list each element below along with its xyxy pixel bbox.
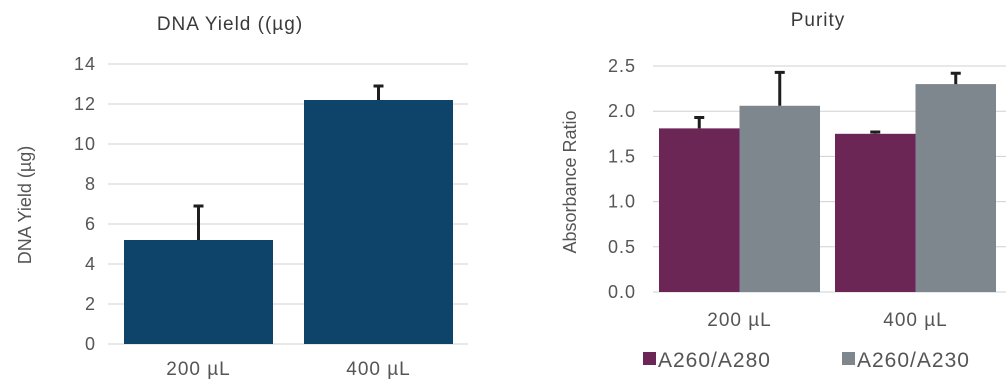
y-tick-labels: 0.0 0.5 1.0 1.5 2.0 2.5 — [608, 56, 636, 302]
legend: A260/A280 A260/A230 — [643, 349, 970, 372]
y-tick-label: 0 — [85, 334, 96, 354]
bar — [835, 133, 916, 292]
x-tick-label: 400 µL — [883, 310, 948, 331]
y-tick-label: 2.5 — [608, 56, 636, 76]
x-tick-labels: 200 µL 400 µL — [707, 310, 948, 331]
legend-label: A260/A230 — [857, 349, 970, 372]
bars — [124, 100, 453, 344]
bar — [124, 240, 273, 344]
purity-chart: Purity Absorbance Ratio 0.0 0.5 1.0 1.5 2.0 2… — [560, 10, 1006, 372]
legend-label: A260/A280 — [658, 349, 771, 372]
y-tick-label: 1.5 — [608, 146, 636, 166]
bars — [659, 84, 996, 292]
y-tick-label: 4 — [85, 254, 96, 274]
y-tick-label: 12 — [74, 94, 96, 114]
x-tick-labels: 200 µL 400 µL — [166, 359, 411, 379]
x-tick-label: 200 µL — [166, 359, 231, 379]
y-axis-label: DNA Yield (µg) — [15, 146, 35, 264]
y-tick-label: 2 — [85, 294, 96, 314]
y-tick-label: 14 — [74, 54, 96, 74]
bar — [739, 105, 820, 292]
y-tick-label: 2.0 — [608, 101, 636, 121]
bar — [915, 84, 996, 292]
x-tick-label: 200 µL — [707, 310, 772, 331]
chart-title: Purity — [791, 10, 846, 31]
y-tick-labels: 0 2 4 6 8 10 12 14 — [74, 54, 96, 354]
y-tick-label: 0.5 — [608, 237, 636, 257]
legend-swatch — [643, 352, 656, 365]
error-bars — [193, 84, 384, 240]
y-tick-label: 0.0 — [608, 282, 636, 302]
error-bar — [870, 130, 881, 134]
x-tick-label: 400 µL — [346, 359, 411, 379]
dna-yield-chart: DNA Yield ((µg) DNA Yield (µg) 0 2 4 6 8 10 12… — [15, 14, 468, 379]
error-bar — [950, 71, 961, 85]
y-tick-label: 1.0 — [608, 192, 636, 212]
error-bar — [373, 84, 384, 100]
y-tick-label: 8 — [85, 174, 96, 194]
y-tick-label: 6 — [85, 214, 96, 234]
error-bar — [694, 116, 705, 129]
y-tick-label: 10 — [74, 134, 96, 154]
bar — [304, 100, 453, 344]
error-bar — [193, 204, 204, 240]
chart-title: DNA Yield ((µg) — [157, 14, 303, 35]
y-axis-label: Absorbance Ratio — [560, 110, 580, 253]
error-bars — [694, 70, 961, 134]
bar — [659, 128, 740, 292]
error-bar — [774, 70, 785, 106]
legend-swatch — [842, 352, 855, 365]
